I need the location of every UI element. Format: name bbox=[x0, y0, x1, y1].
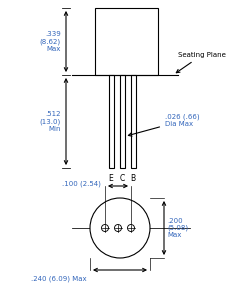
Text: E: E bbox=[109, 174, 113, 183]
Text: .339
(8.62)
Max: .339 (8.62) Max bbox=[40, 31, 61, 52]
Bar bbox=[108, 75, 114, 168]
Text: .100 (2.54): .100 (2.54) bbox=[62, 181, 101, 187]
Text: .240 (6.09) Max: .240 (6.09) Max bbox=[31, 275, 87, 281]
Circle shape bbox=[90, 198, 150, 258]
Circle shape bbox=[127, 224, 134, 232]
Bar bbox=[131, 75, 136, 168]
Text: .200
(5.08)
Max: .200 (5.08) Max bbox=[167, 218, 188, 238]
Text: .512
(13.0)
Min: .512 (13.0) Min bbox=[40, 111, 61, 132]
Circle shape bbox=[102, 224, 108, 232]
Text: .026 (.66)
Dia Max: .026 (.66) Dia Max bbox=[128, 114, 200, 136]
Text: Seating Plane: Seating Plane bbox=[176, 52, 226, 73]
Bar bbox=[120, 75, 125, 168]
Circle shape bbox=[114, 224, 121, 232]
Text: C: C bbox=[119, 174, 125, 183]
Text: B: B bbox=[130, 174, 136, 183]
Bar bbox=[95, 8, 158, 75]
